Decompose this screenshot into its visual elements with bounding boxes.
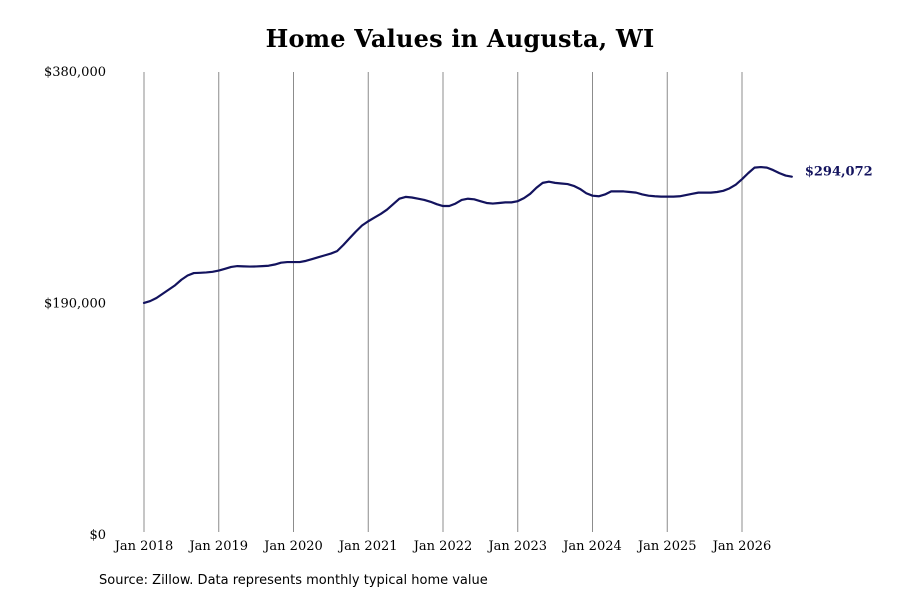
end-value-label: $294,072 <box>805 165 873 180</box>
x-tick-label: Jan 2023 <box>486 539 547 554</box>
x-tick-label: Jan 2019 <box>187 539 248 554</box>
x-tick-label: Jan 2021 <box>337 539 398 554</box>
x-axis-ticks: Jan 2018 Jan 2019 Jan 2020 Jan 2021 Jan 2022… <box>113 539 772 554</box>
home-value-line <box>142 165 793 304</box>
x-tick-label: Jan 2022 <box>412 539 473 554</box>
gridlines <box>143 72 743 532</box>
source-note: Source: Zillow. Data represents monthly … <box>99 573 488 588</box>
x-tick-label: Jan 2024 <box>561 539 622 554</box>
x-tick-label: Jan 2020 <box>262 539 323 554</box>
x-tick-label: Jan 2018 <box>113 539 174 554</box>
chart-title: Home Values in Augusta, WI <box>265 24 655 53</box>
y-tick-label: $0 <box>89 528 106 543</box>
x-tick-label: Jan 2025 <box>636 539 697 554</box>
y-tick-label: $380,000 <box>44 65 106 80</box>
y-axis-ticks: $0 $190,000 $380,000 <box>44 65 106 543</box>
x-tick-label: Jan 2026 <box>711 539 772 554</box>
y-tick-label: $190,000 <box>44 297 106 312</box>
